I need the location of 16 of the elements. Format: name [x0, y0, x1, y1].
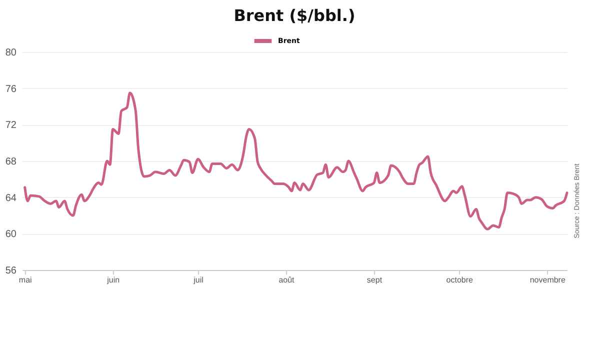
x-tick-label: juil	[192, 276, 204, 284]
x-tick-label: juin	[106, 276, 120, 284]
y-tick-label: 80	[5, 48, 17, 58]
y-tick-label: 60	[5, 229, 17, 240]
x-tick-label: mai	[18, 276, 32, 284]
x-tick-label: août	[278, 276, 296, 284]
chart-title: Brent ($/bbl.)	[234, 6, 356, 25]
y-tick-label: 68	[5, 156, 17, 168]
y-tick-label: 72	[5, 120, 17, 132]
x-tick-label: novembre	[530, 276, 566, 284]
y-tick-label: 76	[5, 84, 17, 95]
line-series	[24, 92, 568, 230]
x-tick-label: octobre	[446, 276, 474, 284]
y-tick-label: 56	[5, 266, 17, 276]
y-tick-label: 64	[5, 192, 17, 204]
x-tick-label: sept	[366, 276, 383, 284]
